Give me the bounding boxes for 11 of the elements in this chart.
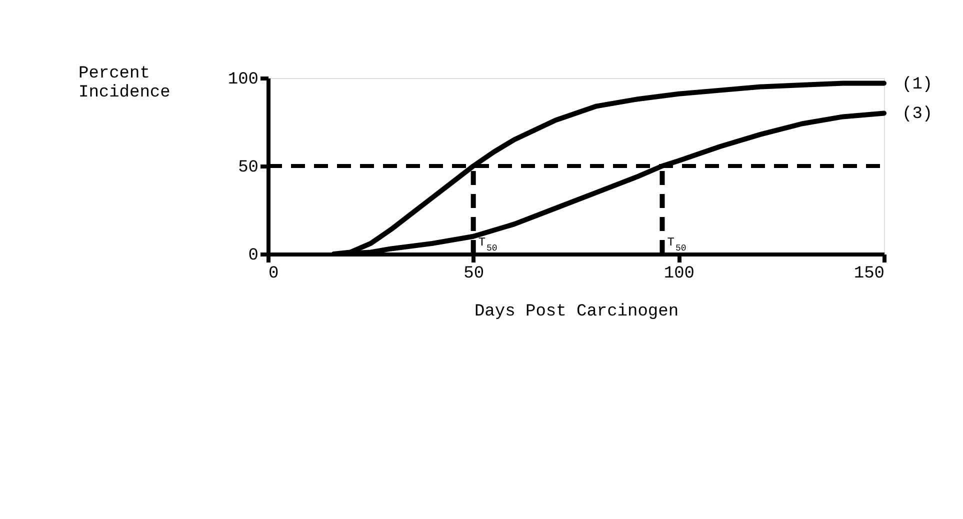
- y-tick-label: 0: [248, 246, 258, 266]
- series-label: (1): [902, 75, 933, 94]
- y-axis-title: Percent Incidence: [78, 64, 170, 102]
- x-tick-label: 100: [664, 264, 694, 284]
- x-tick-label: 150: [854, 264, 884, 284]
- y-tick-label: 100: [228, 70, 258, 90]
- y-tick-label: 50: [238, 158, 258, 178]
- x-tick-label: 0: [268, 264, 279, 284]
- series-label: (3): [902, 105, 933, 124]
- x-axis-title: Days Post Carcinogen: [474, 302, 679, 322]
- x-tick-label: 50: [464, 264, 484, 284]
